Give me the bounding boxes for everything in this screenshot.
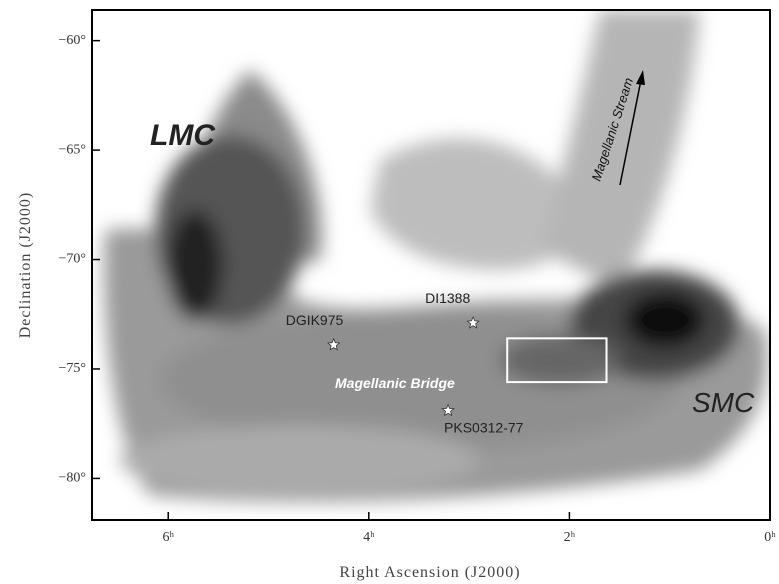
y-tick-label: −70° bbox=[59, 252, 87, 267]
x-tick-label: 6ʰ bbox=[162, 530, 174, 545]
y-tick-label: −60° bbox=[59, 33, 87, 48]
chart: LMC SMC Magellanic Bridge Magellanic Str… bbox=[0, 0, 779, 584]
y-tick-label: −65° bbox=[59, 142, 87, 157]
x-axis-label: Right Ascension (J2000) bbox=[339, 564, 520, 581]
source-label: DGIK975 bbox=[286, 312, 344, 328]
x-tick-label: 0ʰ bbox=[764, 530, 776, 545]
y-tick-label: −80° bbox=[59, 471, 87, 486]
emission-map bbox=[104, 10, 768, 502]
bridge-label: Magellanic Bridge bbox=[335, 375, 455, 391]
lmc-label: LMC bbox=[150, 119, 216, 152]
x-tick-label: 4ʰ bbox=[363, 530, 375, 545]
source-label: DI1388 bbox=[425, 290, 470, 306]
y-axis-label: Declination (J2000) bbox=[17, 192, 34, 339]
y-tick-label: −75° bbox=[59, 361, 87, 376]
smc-label: SMC bbox=[692, 387, 755, 418]
x-tick-label: 2ʰ bbox=[564, 530, 576, 545]
source-label: PKS0312-77 bbox=[444, 420, 524, 436]
